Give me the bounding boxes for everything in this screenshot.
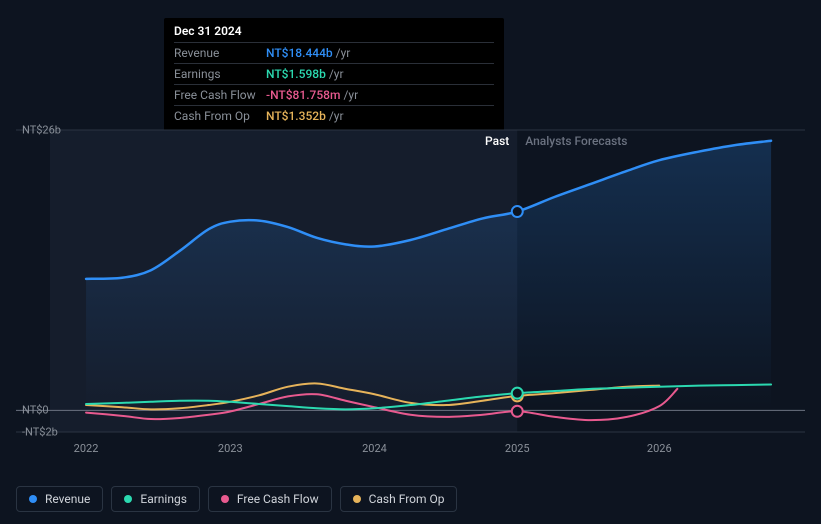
legend-item-revenue[interactable]: Revenue: [16, 486, 103, 512]
legend-item-cash_from_op[interactable]: Cash From Op: [340, 486, 458, 512]
y-axis-label: NT$0: [22, 404, 49, 417]
legend-label: Cash From Op: [369, 492, 445, 506]
legend-dot-icon: [29, 495, 37, 503]
legend-label: Earnings: [140, 492, 187, 506]
chart-area: NT$26b NT$0 -NT$2b 2022 2023 2024 2025 2026 Pa…: [16, 118, 805, 464]
tooltip-row: Free Cash Flow-NT$81.758m/yr: [174, 84, 494, 105]
tooltip-unit: /yr: [336, 46, 351, 60]
legend-dot-icon: [124, 495, 132, 503]
tooltip-label: Revenue: [174, 46, 266, 60]
legend-dot-icon: [221, 495, 229, 503]
tooltip-rows: RevenueNT$18.444b/yrEarningsNT$1.598b/yr…: [174, 42, 494, 126]
tooltip-label: Free Cash Flow: [174, 88, 266, 102]
marker-earnings: [512, 388, 523, 399]
x-axis-label: 2024: [362, 442, 387, 455]
section-label-forecast: Analysts Forecasts: [525, 134, 627, 148]
y-axis-label: -NT$2b: [22, 426, 58, 439]
marker-revenue: [512, 206, 523, 217]
x-axis-label: 2022: [74, 442, 99, 455]
tooltip-unit: /yr: [329, 67, 344, 81]
x-axis-label: 2023: [218, 442, 243, 455]
tooltip-label: Earnings: [174, 67, 266, 81]
legend-label: Revenue: [45, 492, 90, 506]
x-axis-label: 2025: [505, 442, 530, 455]
legend-item-earnings[interactable]: Earnings: [111, 486, 200, 512]
marker-free_cash_flow: [512, 406, 523, 417]
tooltip-row: EarningsNT$1.598b/yr: [174, 63, 494, 84]
tooltip-row: RevenueNT$18.444b/yr: [174, 42, 494, 63]
y-axis-label: NT$26b: [22, 124, 61, 137]
line-chart: [16, 118, 805, 464]
tooltip-value: -NT$81.758m: [266, 88, 340, 102]
section-label-past: Past: [485, 134, 509, 148]
legend-dot-icon: [353, 495, 361, 503]
tooltip-date: Dec 31 2024: [174, 24, 494, 42]
chart-legend: Revenue Earnings Free Cash Flow Cash From O…: [16, 486, 457, 512]
tooltip-value: NT$18.444b: [266, 46, 333, 60]
tooltip-unit: /yr: [343, 88, 358, 102]
x-axis-label: 2026: [647, 442, 672, 455]
legend-item-free_cash_flow[interactable]: Free Cash Flow: [208, 486, 332, 512]
tooltip-value: NT$1.598b: [266, 67, 326, 81]
legend-label: Free Cash Flow: [237, 492, 319, 506]
chart-tooltip: Dec 31 2024 RevenueNT$18.444b/yrEarnings…: [164, 18, 504, 132]
